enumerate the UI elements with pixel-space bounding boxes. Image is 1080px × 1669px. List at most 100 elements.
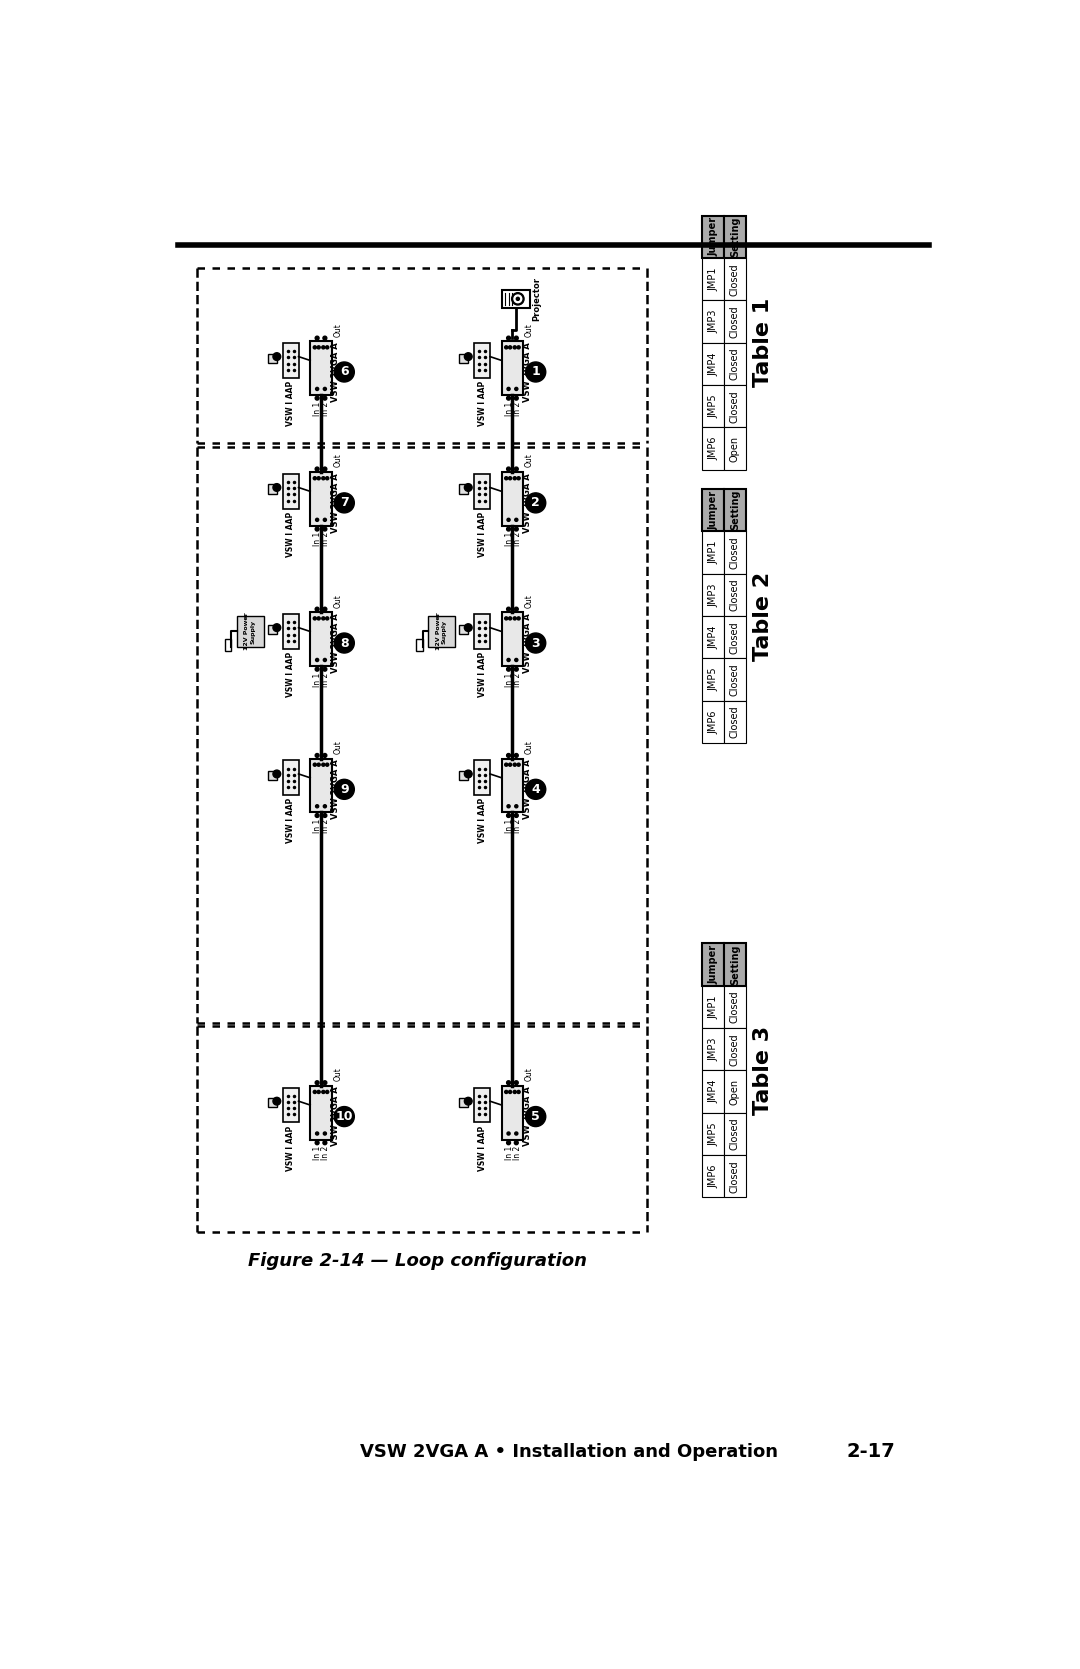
FancyBboxPatch shape xyxy=(268,624,276,634)
Circle shape xyxy=(514,608,518,611)
Text: 3: 3 xyxy=(531,636,540,649)
Text: JMP4: JMP4 xyxy=(708,626,718,649)
Circle shape xyxy=(512,292,524,305)
Text: VSW I AAP: VSW I AAP xyxy=(286,512,295,557)
Circle shape xyxy=(526,362,545,382)
FancyBboxPatch shape xyxy=(724,342,745,386)
Circle shape xyxy=(464,624,472,631)
FancyBboxPatch shape xyxy=(702,259,724,300)
Circle shape xyxy=(323,659,326,661)
Circle shape xyxy=(323,387,326,391)
Circle shape xyxy=(517,477,521,479)
FancyBboxPatch shape xyxy=(428,616,455,648)
Text: 7: 7 xyxy=(340,496,349,509)
Text: Closed: Closed xyxy=(730,1160,740,1193)
Text: VSW 2VGA A: VSW 2VGA A xyxy=(523,759,531,819)
FancyBboxPatch shape xyxy=(702,659,724,701)
FancyBboxPatch shape xyxy=(724,386,745,427)
Circle shape xyxy=(323,396,327,401)
Circle shape xyxy=(313,477,316,479)
Text: Out: Out xyxy=(334,322,342,337)
Circle shape xyxy=(334,492,354,512)
FancyBboxPatch shape xyxy=(283,614,298,649)
Circle shape xyxy=(315,519,319,521)
Circle shape xyxy=(514,1082,518,1085)
Circle shape xyxy=(323,1142,327,1145)
FancyBboxPatch shape xyxy=(474,761,490,794)
Circle shape xyxy=(513,1090,516,1093)
FancyBboxPatch shape xyxy=(501,1087,524,1140)
Circle shape xyxy=(526,633,545,653)
FancyBboxPatch shape xyxy=(702,531,724,574)
Circle shape xyxy=(273,769,281,778)
Text: Out: Out xyxy=(334,1066,342,1082)
FancyBboxPatch shape xyxy=(310,758,332,813)
Text: Closed: Closed xyxy=(730,663,740,696)
Circle shape xyxy=(514,295,522,302)
FancyBboxPatch shape xyxy=(474,344,490,377)
FancyBboxPatch shape xyxy=(474,474,490,509)
Circle shape xyxy=(326,618,328,619)
Circle shape xyxy=(514,753,518,758)
FancyBboxPatch shape xyxy=(268,771,276,779)
Text: VSW 2VGA A: VSW 2VGA A xyxy=(523,472,531,532)
Circle shape xyxy=(507,659,510,661)
FancyBboxPatch shape xyxy=(702,1113,724,1155)
FancyBboxPatch shape xyxy=(724,701,745,743)
FancyBboxPatch shape xyxy=(724,1113,745,1155)
FancyBboxPatch shape xyxy=(724,300,745,342)
Circle shape xyxy=(334,779,354,799)
Circle shape xyxy=(526,779,545,799)
Circle shape xyxy=(516,297,519,300)
Text: Closed: Closed xyxy=(730,536,740,569)
Circle shape xyxy=(513,477,516,479)
Circle shape xyxy=(504,763,508,766)
Circle shape xyxy=(323,668,327,671)
Circle shape xyxy=(323,1132,326,1135)
FancyBboxPatch shape xyxy=(501,340,524,396)
Text: VSW I AAP: VSW I AAP xyxy=(286,798,295,843)
Text: Closed: Closed xyxy=(730,1118,740,1150)
Circle shape xyxy=(514,527,518,531)
Circle shape xyxy=(513,618,516,619)
Text: VSW 2VGA A: VSW 2VGA A xyxy=(523,613,531,673)
Circle shape xyxy=(315,335,319,340)
Circle shape xyxy=(315,753,319,758)
Text: Setting: Setting xyxy=(730,491,740,531)
Text: JMP6: JMP6 xyxy=(708,711,718,734)
Circle shape xyxy=(526,1107,545,1127)
Circle shape xyxy=(517,763,521,766)
Circle shape xyxy=(464,1097,472,1105)
Circle shape xyxy=(504,345,508,349)
Text: 8: 8 xyxy=(340,636,349,649)
Text: JMP4: JMP4 xyxy=(708,352,718,376)
Text: Closed: Closed xyxy=(730,579,740,611)
FancyBboxPatch shape xyxy=(724,531,745,574)
FancyBboxPatch shape xyxy=(501,472,524,526)
FancyBboxPatch shape xyxy=(724,943,745,986)
Circle shape xyxy=(507,813,511,818)
Circle shape xyxy=(315,387,319,391)
Circle shape xyxy=(273,352,281,361)
Text: VSW I AAP: VSW I AAP xyxy=(286,1125,295,1170)
Text: In 1: In 1 xyxy=(313,1147,323,1160)
Circle shape xyxy=(322,477,325,479)
Circle shape xyxy=(514,813,518,818)
FancyBboxPatch shape xyxy=(283,344,298,377)
FancyBboxPatch shape xyxy=(702,342,724,386)
FancyBboxPatch shape xyxy=(724,616,745,659)
FancyBboxPatch shape xyxy=(702,986,724,1028)
Circle shape xyxy=(313,345,316,349)
Text: VSW 2VGA A: VSW 2VGA A xyxy=(332,1087,340,1147)
FancyBboxPatch shape xyxy=(724,427,745,469)
Circle shape xyxy=(509,763,512,766)
FancyBboxPatch shape xyxy=(459,354,469,362)
Circle shape xyxy=(315,608,319,611)
Text: JMP5: JMP5 xyxy=(708,668,718,691)
Text: VSW I AAP: VSW I AAP xyxy=(477,798,487,843)
FancyBboxPatch shape xyxy=(225,639,231,651)
Text: JMP5: JMP5 xyxy=(708,1122,718,1145)
Circle shape xyxy=(323,753,327,758)
Text: Table 1: Table 1 xyxy=(753,299,773,387)
Text: Out: Out xyxy=(334,739,342,754)
